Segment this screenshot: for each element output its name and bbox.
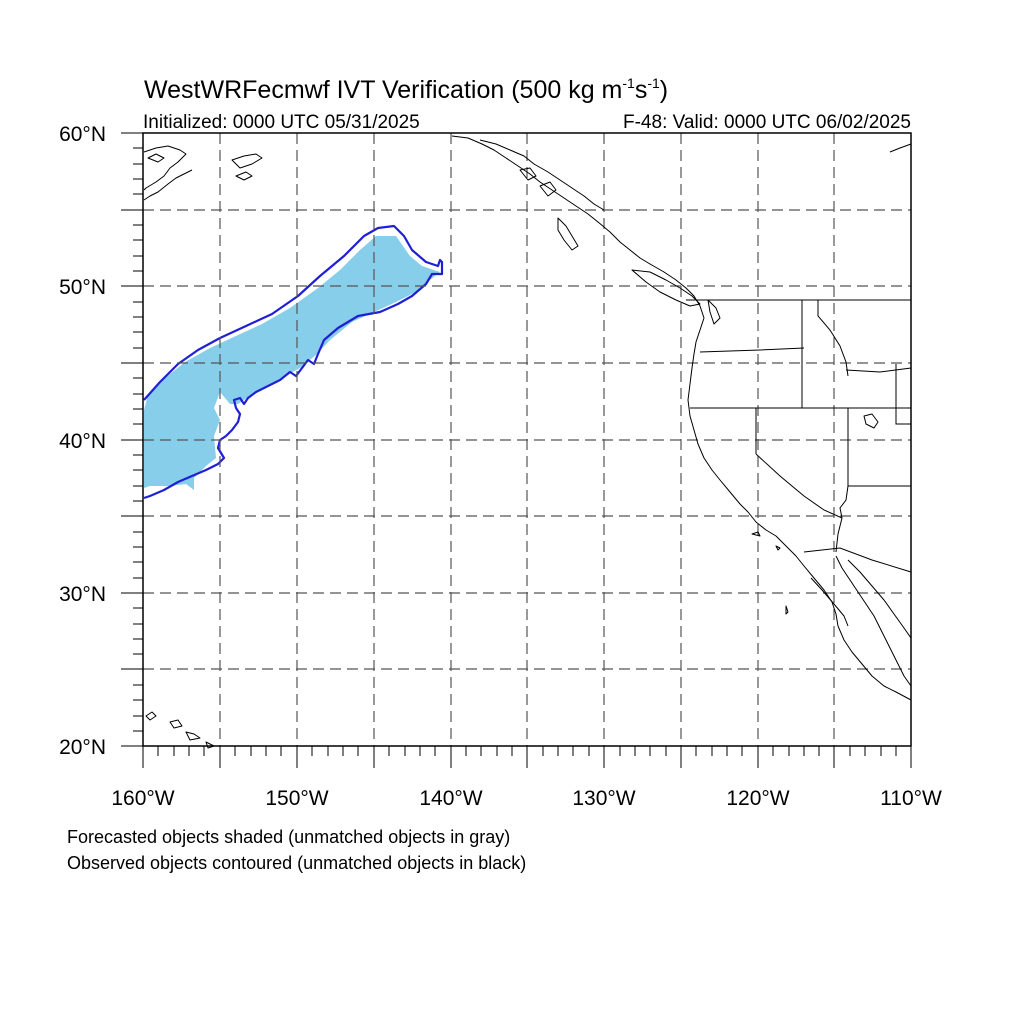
lon-label-120w: 120°W <box>726 787 789 810</box>
valid-time-label: F-48: Valid: 0000 UTC 06/02/2025 <box>623 112 911 133</box>
political-borders <box>686 299 912 573</box>
axis-ticks <box>121 132 912 768</box>
legend-observed-note: Observed objects contoured (unmatched ob… <box>67 853 526 873</box>
lat-label-50n: 50°N <box>59 276 106 299</box>
lat-lon-grid <box>143 133 911 746</box>
lon-label-140w: 140°W <box>419 787 482 810</box>
legend-forecast-note: Forecasted objects shaded (unmatched obj… <box>67 827 510 847</box>
init-time-label: Initialized: 0000 UTC 05/31/2025 <box>143 112 420 133</box>
lat-label-20n: 20°N <box>59 736 106 759</box>
lon-label-150w: 150°W <box>265 787 328 810</box>
lon-label-130w: 130°W <box>572 787 635 810</box>
lat-label-60n: 60°N <box>59 123 106 146</box>
observed-object-contour <box>143 224 444 500</box>
map-panel: 60°N 50°N 40°N 30°N 20°N 160°W 150°W 140… <box>59 123 942 810</box>
lon-label-160w: 160°W <box>111 787 174 810</box>
lat-label-30n: 30°N <box>59 583 106 606</box>
coastlines <box>143 135 912 749</box>
lon-label-110w: 110°W <box>880 787 942 810</box>
map-title: WestWRFecmwf IVT Verification (500 kg m-… <box>144 75 668 104</box>
lat-label-40n: 40°N <box>59 430 106 453</box>
forecast-object-shading <box>144 236 440 490</box>
